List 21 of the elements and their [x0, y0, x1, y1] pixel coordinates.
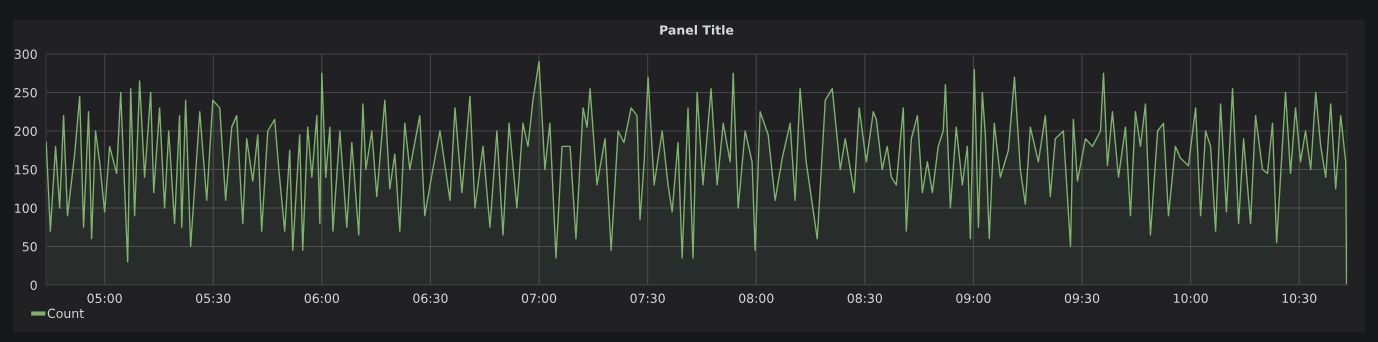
- x-tick-label: 08:30: [847, 293, 883, 304]
- y-tick-label: 300: [14, 49, 37, 59]
- y-tick-label: 250: [14, 87, 37, 98]
- x-tick-label: 09:30: [1064, 293, 1100, 304]
- y-tick-label: 100: [15, 203, 37, 213]
- y-tick-label: 150: [15, 164, 37, 175]
- x-tick-label: 05:00: [87, 293, 122, 304]
- x-tick-label: 05:30: [196, 293, 231, 304]
- y-tick-label: 200: [14, 126, 37, 136]
- y-tick-label: 0: [30, 280, 37, 290]
- legend-label: Count: [47, 308, 84, 319]
- chart-title: Panel Title: [660, 25, 734, 35]
- x-tick-label: 06:30: [413, 293, 448, 304]
- x-tick-label: 07:30: [630, 293, 665, 304]
- x-tick-label: 10:30: [1282, 293, 1317, 304]
- x-tick-label: 08:00: [739, 293, 774, 304]
- y-tick-label: 50: [22, 241, 37, 252]
- x-tick-label: 07:00: [521, 293, 557, 304]
- x-tick-label: 09:00: [956, 293, 991, 304]
- x-tick-label: 10:00: [1173, 293, 1208, 304]
- x-tick-label: 06:00: [304, 293, 340, 304]
